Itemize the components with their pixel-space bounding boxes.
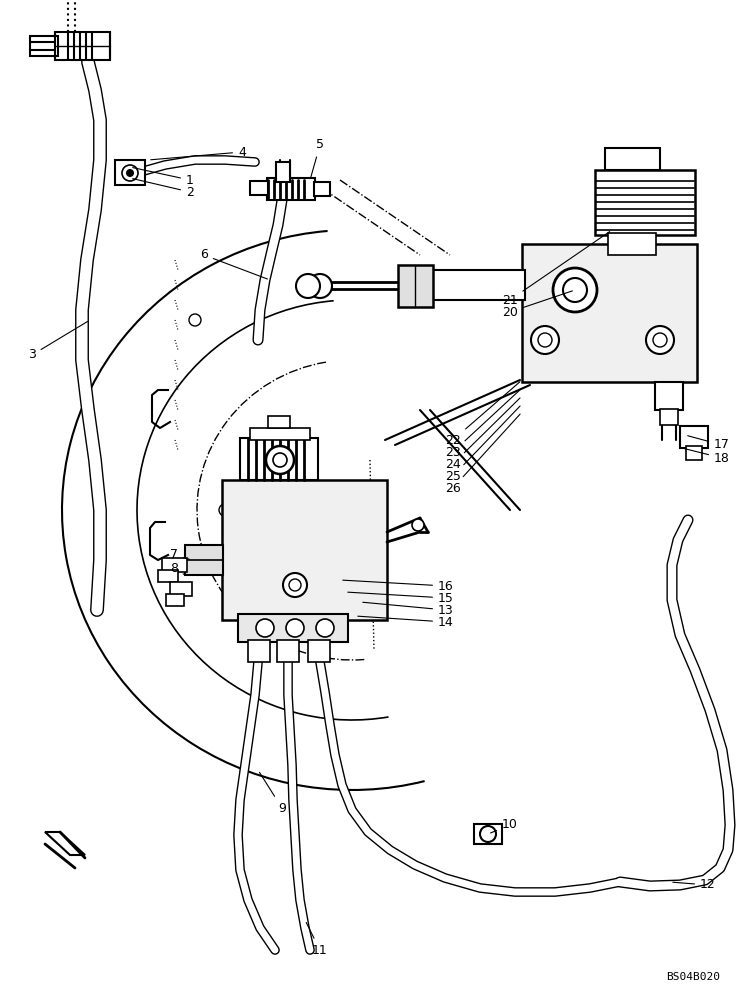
Bar [277,640,299,662]
Bar [608,233,656,255]
Text: 16: 16 [343,580,454,592]
Bar [308,640,330,662]
Bar [250,428,310,440]
Bar [115,160,145,185]
Bar [522,244,697,382]
Circle shape [308,274,332,298]
Text: 17: 17 [687,436,730,452]
Bar [655,382,683,410]
Circle shape [563,278,587,302]
Circle shape [219,504,231,516]
Text: 5: 5 [311,138,324,177]
Circle shape [126,169,134,177]
Text: 7: 7 [170,548,189,562]
Bar [248,640,270,662]
Text: 12: 12 [673,879,715,892]
Bar [267,178,315,200]
Bar [240,438,318,480]
Circle shape [646,326,674,354]
Circle shape [296,274,320,298]
Circle shape [256,619,274,637]
Bar [474,824,502,844]
Circle shape [531,326,559,354]
Bar [170,582,192,596]
Circle shape [553,268,597,312]
Text: 1: 1 [132,168,194,186]
Bar [610,235,622,245]
Bar [314,182,330,196]
Circle shape [266,446,294,474]
Circle shape [189,314,201,326]
Text: BS04B020: BS04B020 [666,972,720,982]
Bar [595,170,695,235]
Polygon shape [45,832,85,855]
Bar [158,570,178,582]
Bar [398,265,433,307]
Circle shape [283,573,307,597]
Text: 15: 15 [348,591,454,604]
Bar [680,426,708,448]
Circle shape [538,333,552,347]
Circle shape [122,165,138,181]
Text: 10: 10 [491,818,518,833]
Text: 23: 23 [445,390,520,458]
Text: 24: 24 [445,398,520,471]
Text: 22: 22 [445,382,520,446]
Circle shape [359,494,371,506]
Text: 6: 6 [200,248,267,279]
Bar [430,270,525,300]
Text: 14: 14 [358,615,454,629]
Bar [276,162,290,182]
Bar [222,480,387,620]
Text: 18: 18 [684,449,730,464]
Text: 21: 21 [502,232,609,306]
Text: 2: 2 [132,179,194,198]
Bar [30,36,58,56]
Text: 20: 20 [502,291,573,318]
Circle shape [316,619,334,637]
Circle shape [653,333,667,347]
Bar [166,594,184,606]
Circle shape [412,519,424,531]
Bar [605,148,660,170]
Bar [250,181,268,195]
Bar [268,416,290,428]
Circle shape [286,619,304,637]
Circle shape [480,826,496,842]
Bar [162,558,187,572]
Circle shape [289,579,301,591]
Text: 26: 26 [445,414,520,494]
Bar [686,446,702,460]
Bar [185,545,223,575]
Bar [660,409,678,425]
Text: 25: 25 [445,406,520,483]
Text: 13: 13 [363,602,454,616]
Text: 3: 3 [28,321,88,361]
Text: 11: 11 [306,922,328,956]
Text: 4: 4 [151,145,246,160]
Circle shape [273,453,287,467]
Text: 8: 8 [170,562,185,575]
Bar [238,614,348,642]
Bar [55,32,110,60]
Text: 9: 9 [260,772,286,814]
